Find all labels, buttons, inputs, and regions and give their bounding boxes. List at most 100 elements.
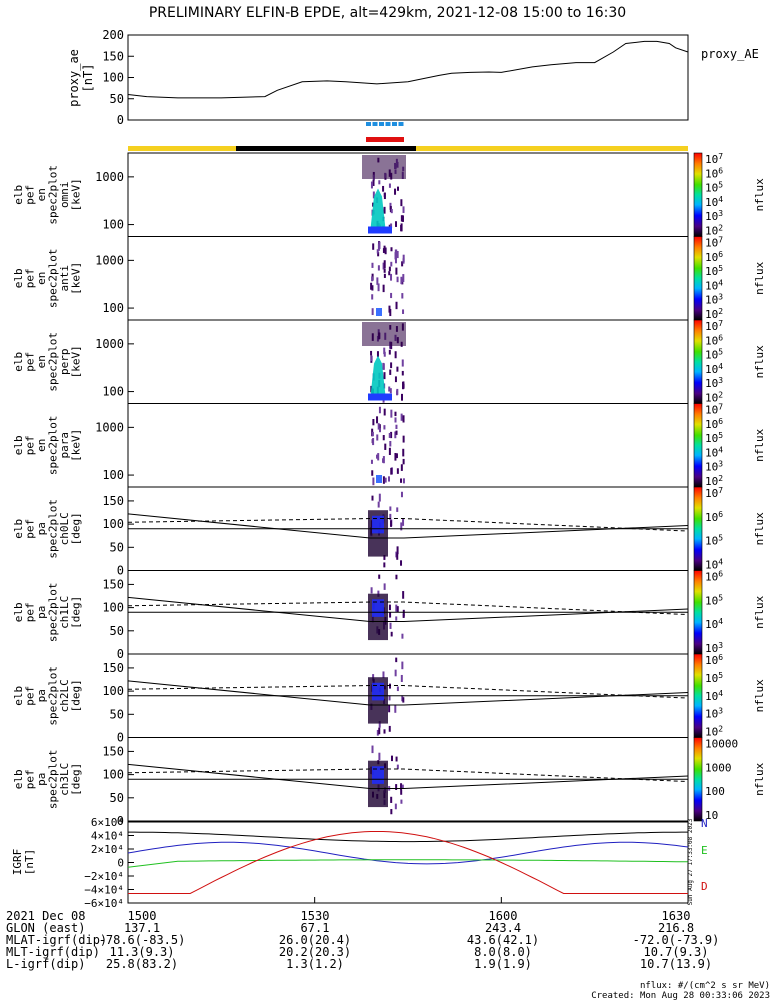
science-zone-blue-segment [379, 122, 384, 126]
flux-pixel [390, 223, 393, 229]
flux-pixel [383, 425, 386, 430]
flux-pixel [402, 591, 405, 599]
flux-pixel [400, 478, 403, 483]
time-tick-label: 1630 [662, 909, 691, 923]
panel-label-line: [deg] [70, 679, 83, 712]
exponent: 3 [718, 293, 723, 302]
panel-frame [127, 319, 689, 404]
panel-label-line: pef [24, 769, 37, 789]
flux-pixel [376, 416, 379, 424]
ephemeris-value: 243.4 [485, 921, 521, 935]
flux-pixel [370, 282, 373, 290]
colorbar-label: nflux [753, 345, 766, 378]
flux-pixel [371, 276, 374, 282]
exponent: 6 [718, 417, 723, 426]
exponent: 6 [718, 510, 723, 519]
exponent: 3 [718, 376, 723, 385]
flux-pixel [372, 418, 375, 426]
panel-label-line: ch1LC [58, 596, 71, 629]
date-label: 2021 Dec 08 [6, 909, 85, 923]
colorbar-strip [693, 319, 703, 404]
time-tick-label: 1600 [489, 909, 518, 923]
flux-pixel [395, 574, 398, 580]
flux-pixel [401, 359, 404, 367]
ytick-label: 100 [102, 517, 124, 531]
flux-pixel [390, 208, 393, 214]
colorbar-tick-label: 106 [705, 250, 723, 264]
colorbar-label: nflux [753, 178, 766, 211]
flux-pixel [401, 661, 404, 670]
panel-label-line: elb [12, 435, 25, 455]
flux-pixel [377, 453, 380, 461]
ytick-label: 100 [102, 218, 124, 232]
colorbar-tick-label: 103 [705, 376, 723, 390]
panel-label-line: spec2plot [47, 666, 60, 726]
flux-pixel [388, 604, 391, 611]
colorbar-tick-label: 106 [705, 570, 723, 584]
flux-pixel [394, 704, 397, 713]
flux-pixel [370, 587, 373, 594]
flux-pixel [395, 430, 398, 435]
panel-label-line: [keV] [70, 429, 83, 462]
flux-pixel [388, 432, 391, 438]
ae-ytick-label: 100 [102, 71, 124, 85]
igrf-ytick-label: 6×10⁴ [91, 816, 124, 829]
anti-loss-cone-line [127, 768, 689, 783]
colorbar-label: nflux [753, 428, 766, 461]
flux-pixel [394, 669, 397, 677]
ytick-label: 50 [110, 791, 124, 805]
science-zone-blue-segment [385, 122, 391, 126]
flux-pixel [395, 249, 398, 258]
colorbar-tick-label: 106 [705, 166, 723, 180]
exponent: 4 [718, 362, 723, 371]
panel-frame [127, 403, 689, 488]
flux-pixel [378, 721, 381, 728]
panel-label-line: ch2LC [58, 679, 71, 712]
flux-pixel [390, 273, 393, 281]
exponent: 5 [718, 534, 723, 543]
flux-pixel [400, 464, 403, 471]
flux-pixel [396, 546, 399, 555]
igrf-ytick-label: 2×10⁴ [91, 843, 124, 856]
ephemeris-value: 137.1 [124, 921, 160, 935]
panel-label-line: pa [35, 606, 48, 619]
flux-pixel [383, 583, 386, 590]
panel-frame [127, 236, 689, 321]
anti-loss-cone-line [127, 601, 689, 616]
flux-pixel [388, 476, 391, 482]
flux-pixel [401, 695, 404, 702]
flux-pixel [389, 513, 392, 520]
flux-pixel [371, 745, 374, 754]
exponent: 5 [718, 431, 723, 440]
panel-label-line: spec2plot [47, 749, 60, 809]
igrf-n-line [127, 841, 689, 865]
flux-pixel [383, 273, 386, 278]
flux-pixel [394, 188, 397, 195]
flux-pixel [378, 424, 381, 430]
igrf-d-line [128, 831, 688, 894]
flux-pixel [395, 301, 398, 310]
flux-pixel [401, 633, 404, 639]
flux-pixel [395, 453, 398, 459]
ytick-label: 100 [102, 684, 124, 698]
flux-pixel [388, 447, 391, 456]
science-zone-blue-segment [372, 122, 378, 126]
loss-cone-line [127, 513, 689, 539]
ephemeris-value: 20.2(20.3) [279, 945, 351, 959]
flux-pixel [371, 495, 374, 501]
flux-pixel [383, 729, 386, 734]
flux-pixel [389, 440, 392, 447]
flux-pixel [389, 612, 392, 618]
colorbar-tick-label: 10000 [705, 738, 738, 751]
panel-label-line: en [35, 355, 48, 368]
flux-pixel [370, 350, 373, 356]
exponent: 4 [718, 558, 723, 567]
panel-label-line: [keV] [70, 178, 83, 211]
ephemeris-value: 1.3(1.2) [286, 957, 344, 971]
colorbar-tick-label: 104 [705, 362, 723, 376]
